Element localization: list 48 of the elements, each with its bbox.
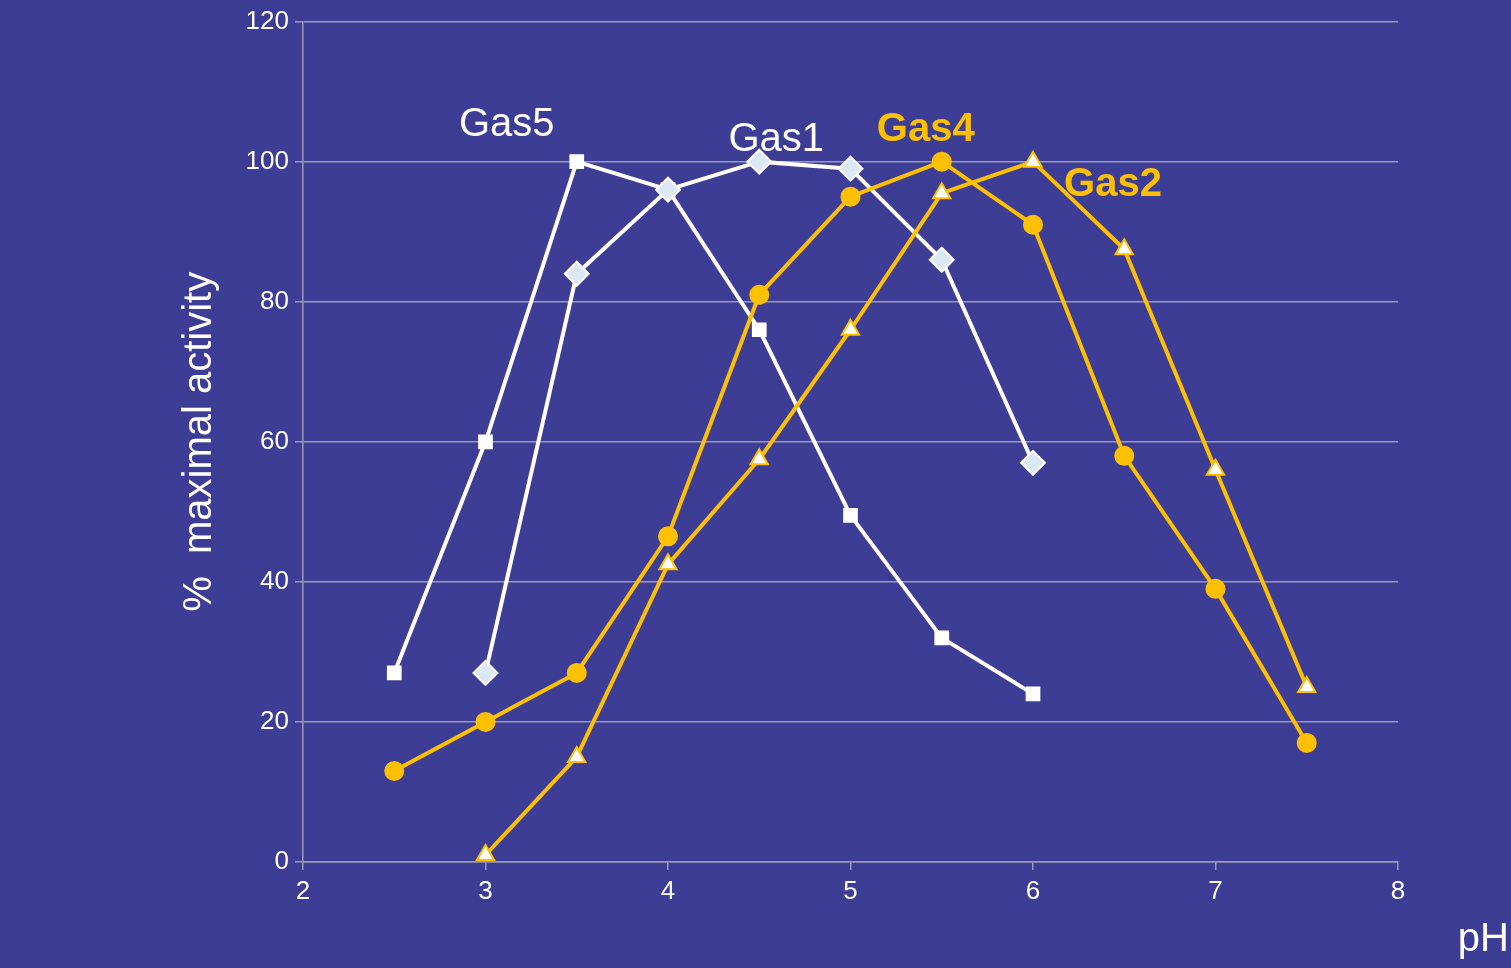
x-tick-label: 3 (478, 874, 493, 905)
y-tick-label: 40 (260, 565, 289, 596)
series-label: Gas1 (728, 114, 825, 159)
point (751, 322, 767, 338)
point (1020, 449, 1046, 476)
series-label: Gas4 (876, 104, 976, 149)
point (475, 844, 496, 861)
point (749, 284, 770, 305)
point (475, 711, 496, 732)
point (478, 434, 493, 450)
x-tick-label: 2 (295, 874, 311, 905)
point (384, 760, 405, 781)
point (837, 155, 864, 182)
x-axis-title: pH (1457, 915, 1509, 960)
point (1296, 732, 1317, 753)
point (749, 448, 769, 466)
point (566, 662, 587, 683)
y-tick-label: 100 (245, 144, 289, 175)
point (1114, 238, 1134, 256)
point (569, 154, 585, 170)
point (658, 553, 678, 571)
point (658, 526, 678, 547)
y-tick-label: 80 (260, 284, 289, 315)
x-tick-label: 8 (1390, 874, 1406, 905)
point (1023, 214, 1043, 235)
x-tick-label: 5 (843, 874, 858, 905)
y-tick-label: 20 (260, 705, 289, 736)
point (1025, 686, 1041, 702)
x-tick-label: 6 (1025, 874, 1041, 905)
point (934, 630, 950, 646)
point (386, 665, 402, 681)
point (928, 246, 955, 273)
y-tick-label: 60 (260, 424, 289, 455)
x-tick-label: 7 (1208, 874, 1223, 905)
point (931, 151, 952, 172)
point (932, 182, 952, 200)
x-tick-label: 4 (660, 874, 676, 905)
y-axis-title: % maximal activity (175, 271, 220, 612)
y-tick-label: 0 (274, 845, 289, 876)
y-tick-label: 120 (245, 4, 289, 35)
point (563, 260, 590, 287)
point (1205, 578, 1226, 599)
point (843, 507, 858, 523)
point (472, 659, 499, 686)
series-label: Gas5 (458, 99, 555, 144)
series-label: Gas2 (1064, 159, 1162, 204)
point (840, 186, 861, 207)
point (1114, 445, 1135, 466)
